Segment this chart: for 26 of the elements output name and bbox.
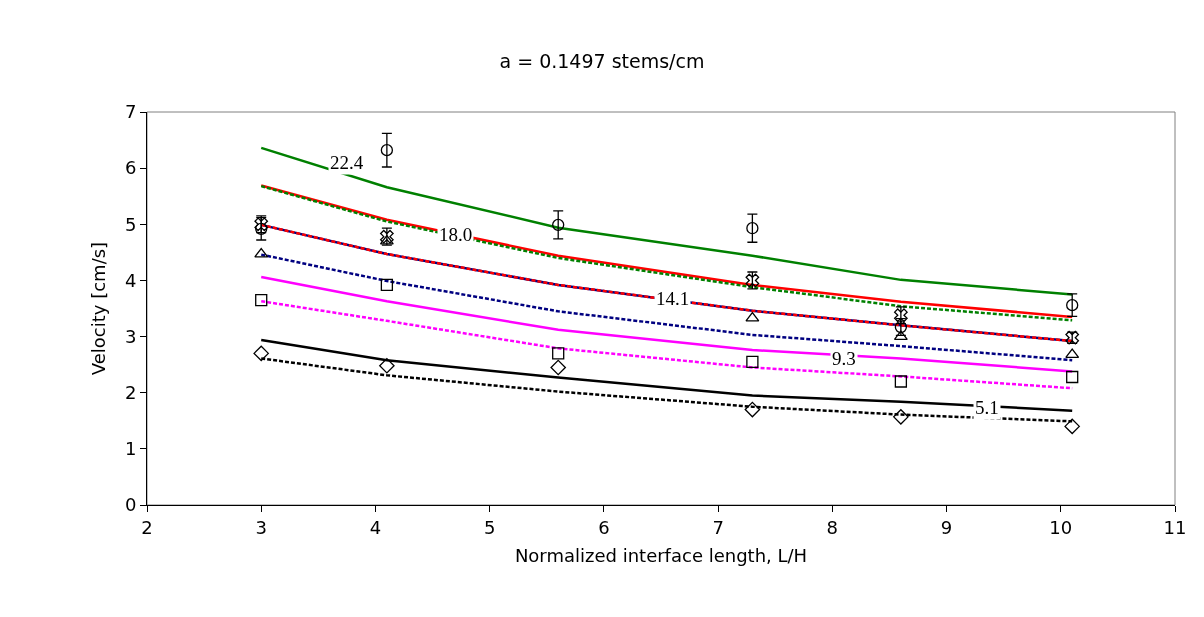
x-tick-label: 7 [712, 516, 724, 538]
y-tick-label: 6 [124, 157, 137, 179]
x-tick-label: 3 [255, 516, 267, 538]
x-tick-label: 5 [483, 516, 496, 538]
annotation: 9.3 [832, 348, 856, 369]
annotation: 5.1 [975, 397, 999, 418]
y-tick-label: 2 [124, 382, 137, 404]
x-tick-label: 6 [598, 516, 610, 538]
y-axis-title: Velocity [cm/s] [88, 241, 110, 376]
x-axis-title: Normalized interface length, L/H [514, 544, 808, 566]
x-tick-label: 9 [940, 516, 953, 538]
y-tick-label: 7 [124, 101, 137, 123]
y-tick-label: 3 [124, 325, 137, 347]
x-tick-label: 2 [141, 516, 153, 538]
annotation: 18.0 [439, 224, 473, 245]
chart-title: a = 0.1497 stems/cm [499, 50, 705, 73]
x-tick-label: 8 [826, 516, 839, 538]
annotation: 14.1 [656, 288, 690, 309]
y-tick-label: 5 [124, 213, 137, 235]
y-tick-label: 1 [124, 438, 137, 460]
x-tick-label: 11 [1163, 516, 1187, 538]
x-tick-label: 4 [369, 516, 382, 538]
x-tick-label: 10 [1049, 516, 1073, 538]
annotation: 22.4 [330, 152, 364, 173]
y-tick-label: 4 [124, 269, 137, 291]
y-tick-label: 0 [124, 494, 137, 516]
